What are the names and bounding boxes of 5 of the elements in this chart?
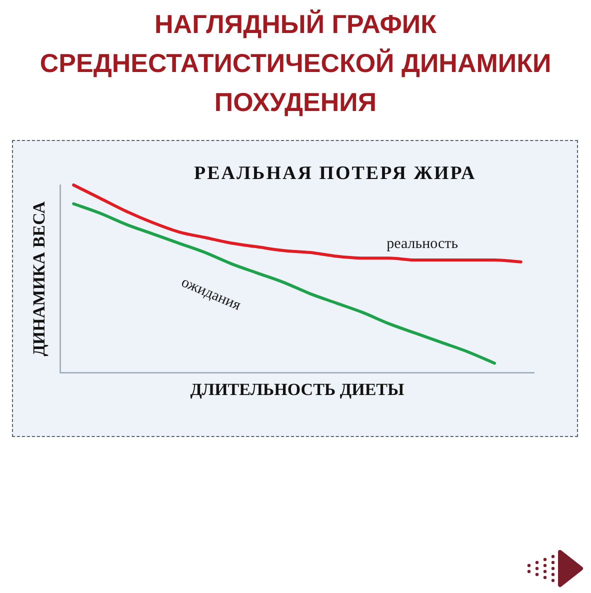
- series-label: реальность: [386, 236, 458, 252]
- y-axis-title: ДИНАМИКА ВЕСА: [30, 200, 49, 356]
- chart-title: НАГЛЯДНЫЙ ГРАФИК СРЕДНЕСТАТИСТИЧЕСКОЙ ДИНАМИКИ ПОХУДЕНИЯ: [38, 8, 552, 119]
- x-axis-title: ДЛИТЕЛЬНОСТЬ ДИЕТЫ: [190, 380, 404, 400]
- chart-subtitle: РЕАЛЬНАЯ ПОТЕРЯ ЖИРА: [194, 162, 476, 184]
